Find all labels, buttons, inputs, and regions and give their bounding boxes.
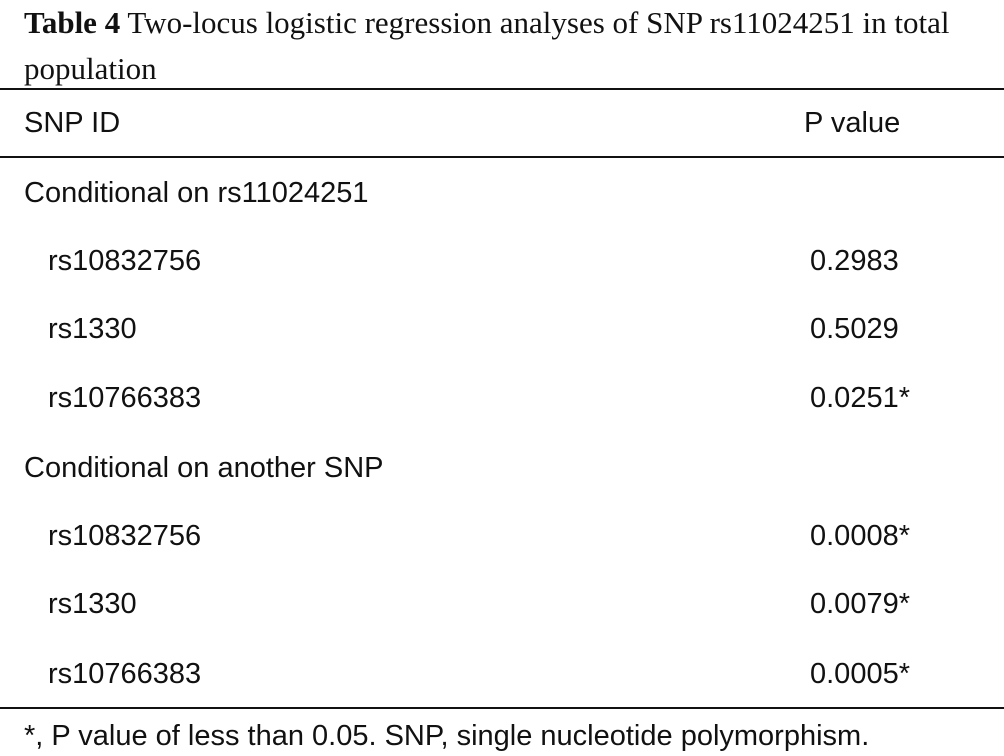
- table-footnote: *, P value of less than 0.05. SNP, singl…: [24, 720, 870, 752]
- bottom-rule: [0, 707, 1004, 709]
- table-row-snp: rs10832756: [48, 520, 202, 552]
- section-title-conditional-rs11024251: Conditional on rs11024251: [24, 177, 369, 209]
- table-row-p-value: 0.2983: [810, 245, 899, 277]
- header-p-value: P value: [804, 107, 901, 139]
- table-row-p-value: 0.0008*: [810, 520, 910, 552]
- table-row-p-value: 0.5029: [810, 313, 899, 345]
- table-row-p-value: 0.0079*: [810, 588, 910, 620]
- table-title: Two-locus logistic regression analyses o…: [24, 5, 950, 86]
- table-caption: Table 4 Two-locus logistic regression an…: [24, 0, 996, 92]
- header-rule: [0, 156, 1004, 158]
- table-row-snp: rs1330: [48, 313, 137, 345]
- table-row-p-value: 0.0251*: [810, 382, 910, 414]
- table-row-snp: rs10766383: [48, 658, 202, 690]
- top-rule: [0, 88, 1004, 90]
- table-row-snp: rs10832756: [48, 245, 202, 277]
- table-row-snp: rs1330: [48, 588, 137, 620]
- table-number: Table 4: [24, 5, 121, 40]
- table-row-snp: rs10766383: [48, 382, 202, 414]
- table-row-p-value: 0.0005*: [810, 658, 910, 690]
- header-snp-id: SNP ID: [24, 107, 121, 139]
- section-title-conditional-another-snp: Conditional on another SNP: [24, 452, 384, 484]
